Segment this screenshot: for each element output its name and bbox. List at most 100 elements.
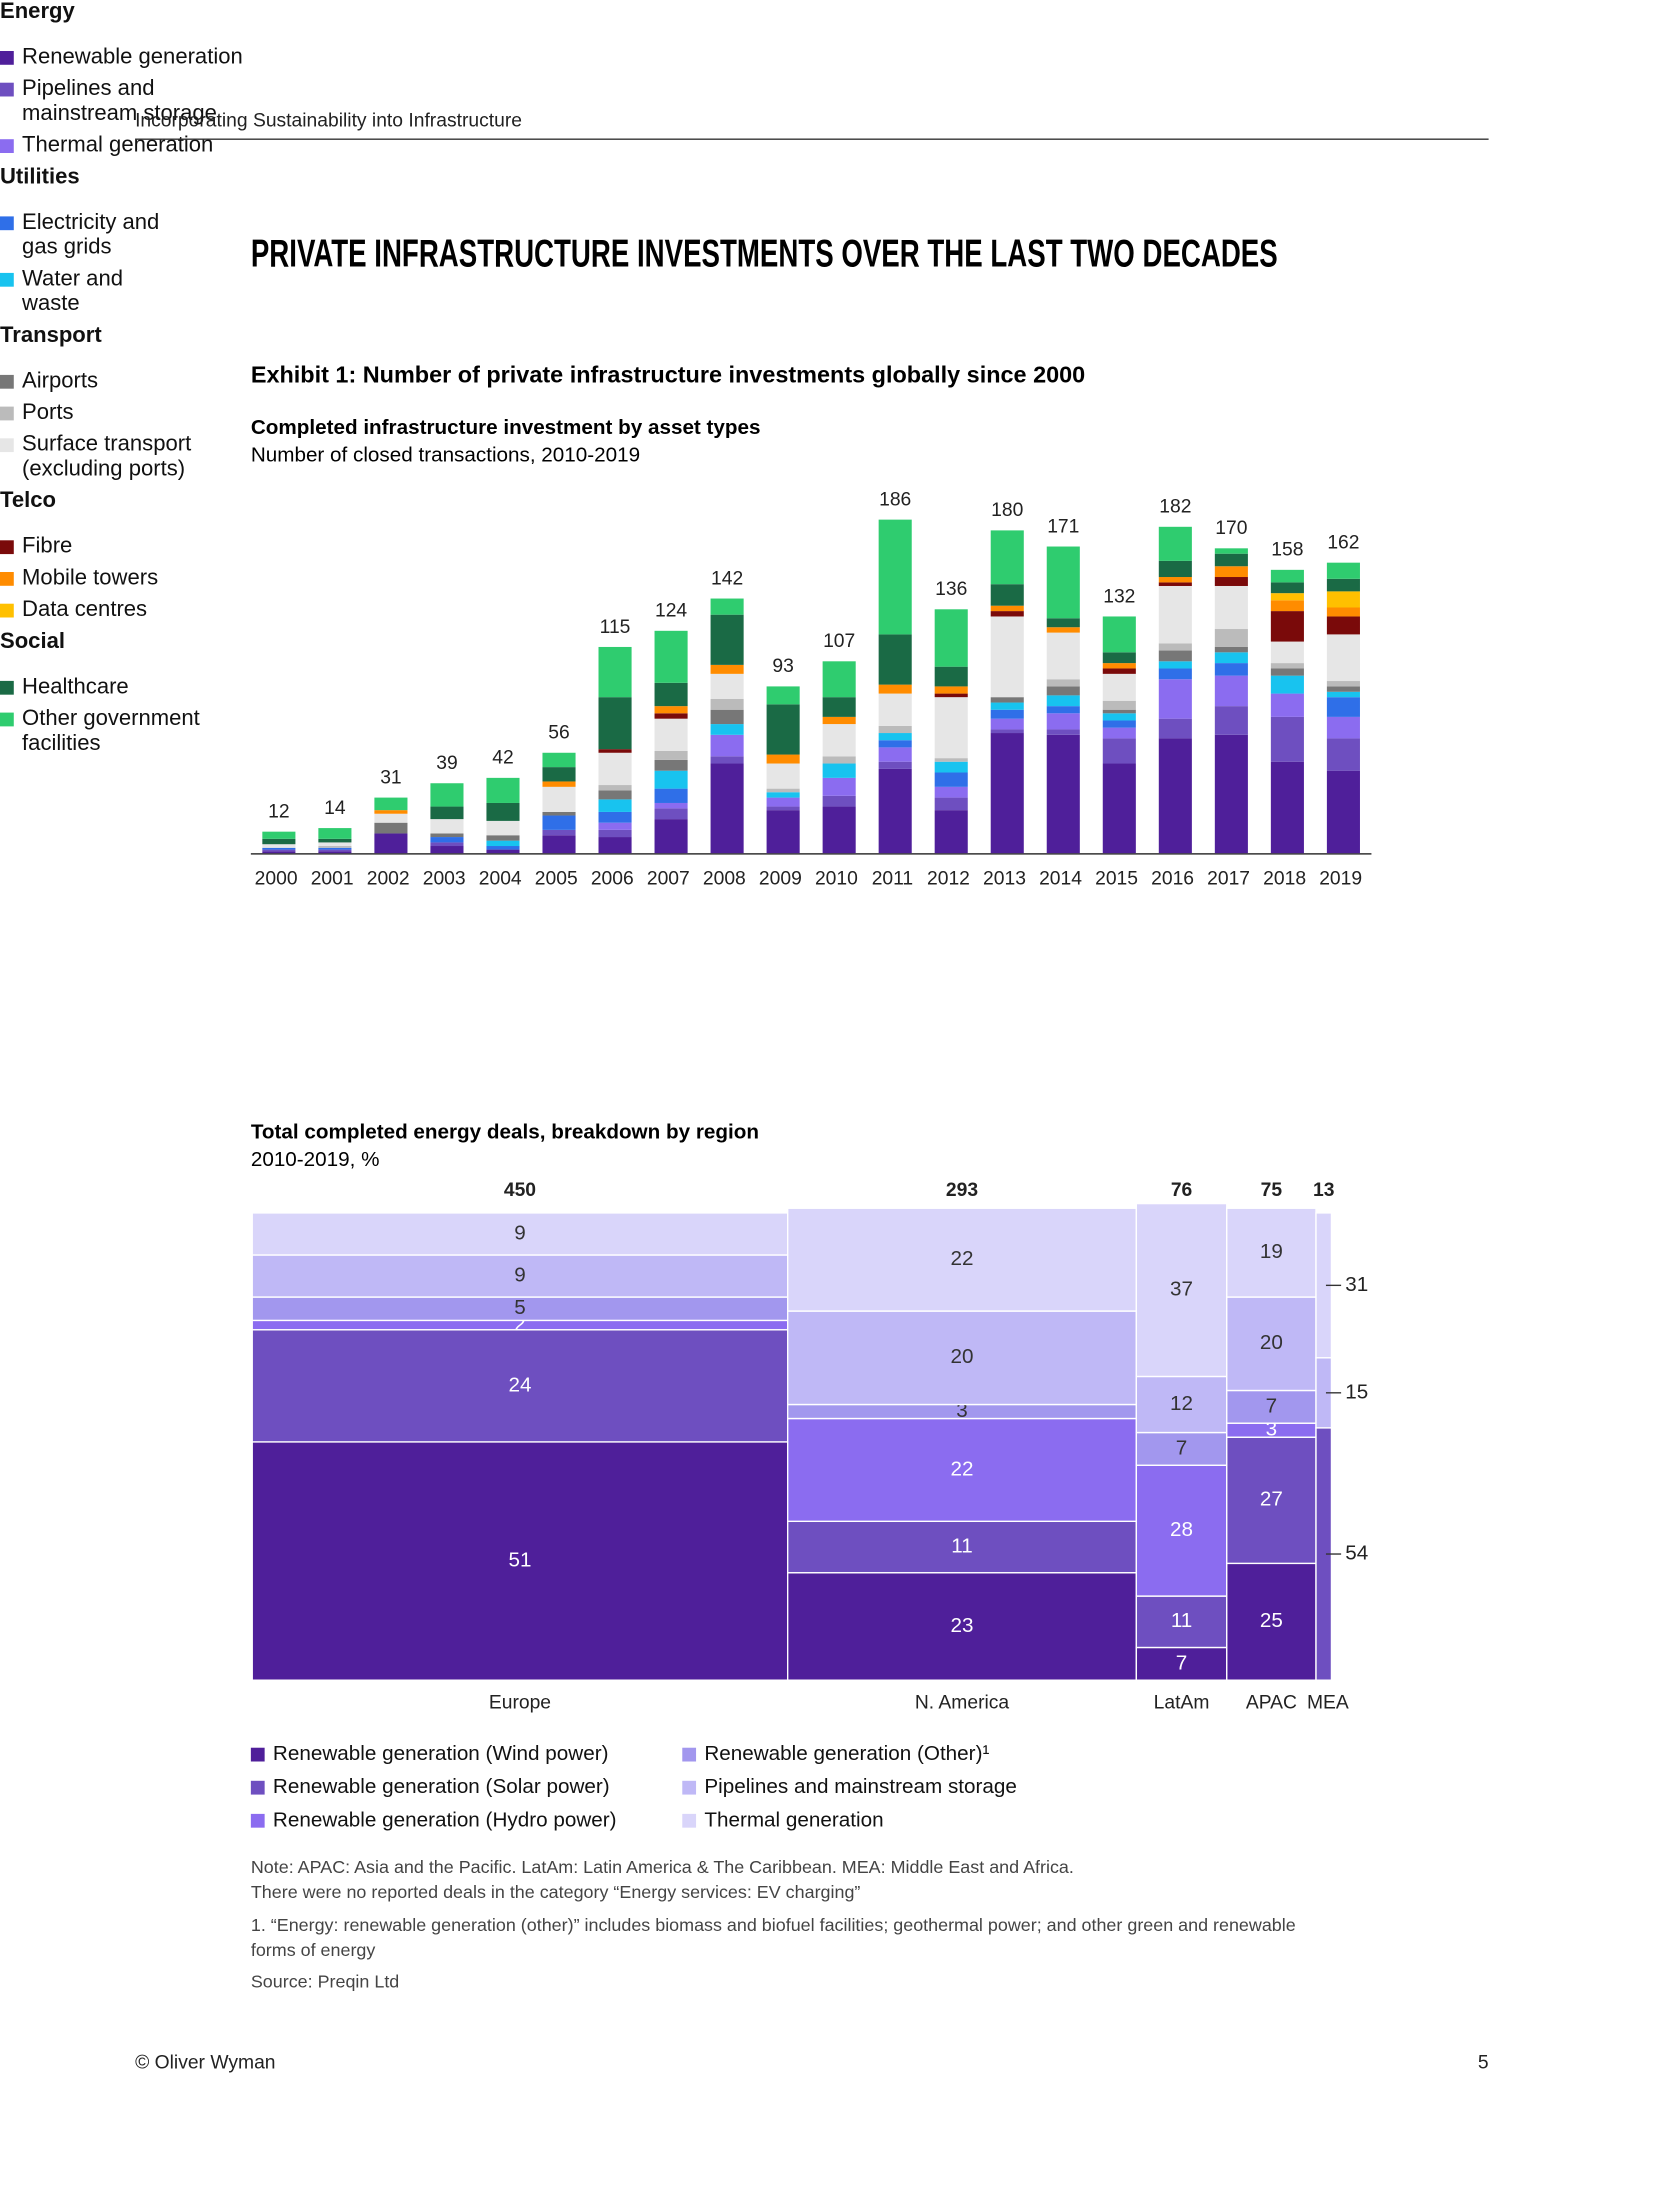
- bar-segment: [990, 584, 1024, 606]
- segment-label: 3: [956, 1399, 968, 1422]
- mekko-segment: [251, 1441, 789, 1681]
- bar-segment: [1326, 770, 1360, 854]
- legend-swatch: [0, 272, 14, 287]
- bar-segment: [1214, 585, 1248, 630]
- column-total: 293: [946, 1180, 978, 1201]
- total-label: 180: [991, 500, 1023, 521]
- bar-segment: [1158, 585, 1192, 644]
- bar-segment: [1046, 713, 1080, 730]
- legend-label: Electricity and gas grids: [22, 210, 160, 260]
- bar-segment: [430, 806, 464, 820]
- bar-segment: [598, 799, 632, 812]
- bar-segment: [1102, 668, 1136, 674]
- legend-label: Renewable generation (Hydro power): [272, 1808, 617, 1832]
- legend-group-name: Transport: [0, 323, 102, 348]
- bar-segment: [934, 666, 968, 687]
- bar-segment: [822, 716, 856, 725]
- legend-item: Other government facilities: [0, 707, 1654, 757]
- bar-segment: [766, 810, 800, 854]
- column-label: Europe: [489, 1693, 551, 1714]
- bar-segment: [1214, 663, 1248, 676]
- mekko-segment: [1135, 1202, 1228, 1378]
- mekko-segment: [1135, 1375, 1228, 1434]
- total-label: 93: [772, 656, 793, 677]
- bar-segment: [430, 783, 464, 807]
- legend-label: Renewable generation (Solar power): [272, 1775, 610, 1799]
- footer-left: © Oliver Wyman: [135, 2052, 275, 2073]
- total-label: 115: [600, 617, 631, 638]
- legend-label: Airports: [22, 369, 99, 393]
- total-label: 182: [1159, 497, 1191, 518]
- legend-item: Renewable generation (Other)¹: [682, 1742, 989, 1767]
- bar-segment: [878, 768, 912, 854]
- bar-segment: [878, 684, 912, 694]
- bar-segment: [1158, 560, 1192, 578]
- bar-segment: [1214, 553, 1248, 567]
- segment-label: 12: [1170, 1392, 1193, 1415]
- bar-segment: [542, 781, 576, 787]
- x-tick-label: 2012: [927, 868, 970, 889]
- bar-segment: [878, 733, 912, 741]
- bar-segment: [1102, 713, 1136, 721]
- segment-label: 3: [1266, 1418, 1278, 1441]
- bar-segment: [1046, 729, 1080, 735]
- note-text: Note: APAC: Asia and the Pacific. LatAm:…: [250, 1856, 1074, 1878]
- legend-item: Fibre: [0, 535, 1654, 560]
- x-tick-label: 2019: [1319, 868, 1362, 889]
- bar-segment: [1214, 646, 1248, 653]
- bar-segment: [1326, 616, 1360, 635]
- mekko-segment: [1226, 1436, 1317, 1565]
- bar-segment: [374, 813, 408, 823]
- bar-segment: [1046, 734, 1080, 854]
- x-tick-label: 2007: [647, 868, 690, 889]
- mekko-segment: [1226, 1207, 1317, 1298]
- bar-segment: [374, 833, 408, 854]
- segment-label: 54: [1345, 1541, 1368, 1564]
- segment-label: 9: [514, 1221, 526, 1244]
- bar-segment: [542, 786, 576, 812]
- bar-segment: [1326, 634, 1360, 682]
- segment-label: 24: [508, 1373, 531, 1396]
- column-total: 450: [504, 1180, 536, 1201]
- legend-item: Thermal generation: [682, 1808, 884, 1833]
- bar-segment: [710, 724, 744, 735]
- bar-segment: [766, 686, 800, 705]
- column-total: 13: [1313, 1180, 1335, 1201]
- chart-subtitle: Number of closed transactions, 2010-2019: [251, 444, 640, 467]
- legend-item: Data centres: [0, 598, 1654, 623]
- segment-label: 51: [508, 1548, 531, 1571]
- bar-segment: [934, 697, 968, 759]
- mekko-segment: [1226, 1296, 1317, 1392]
- mekko-segment: [251, 1329, 789, 1443]
- legend-swatch: [250, 1780, 265, 1795]
- bar-segment: [262, 847, 296, 850]
- x-tick-label: 2017: [1207, 868, 1250, 889]
- bar-segment: [598, 811, 632, 823]
- x-tick-label: 2009: [759, 868, 802, 889]
- legend-swatch: [0, 712, 14, 727]
- bar-segment: [654, 808, 688, 820]
- bar-segment: [1158, 679, 1192, 719]
- bar-segment: [1326, 578, 1360, 592]
- legend-swatch: [250, 1747, 265, 1762]
- bar-segment: [1158, 577, 1192, 583]
- bar-segment: [262, 849, 296, 852]
- bar-segment: [766, 792, 800, 798]
- column-label: MEA: [1307, 1693, 1349, 1714]
- bar-segment: [654, 713, 688, 719]
- segment-label: 19: [1260, 1240, 1283, 1263]
- bar-segment: [822, 777, 856, 796]
- legend-item: Ports: [0, 401, 1654, 426]
- legend-item: Healthcare: [0, 675, 1654, 700]
- chart-title: Completed infrastructure investment by a…: [251, 416, 761, 439]
- chart-subtitle: 2010-2019, %: [251, 1148, 380, 1171]
- bar-segment: [374, 810, 408, 814]
- total-label: 171: [1047, 516, 1079, 537]
- legend-swatch: [0, 540, 14, 555]
- bar-segment: [654, 788, 688, 803]
- legend-swatch: [682, 1747, 697, 1762]
- page-number: 5: [1478, 2052, 1489, 2073]
- bar-segment: [1270, 693, 1304, 717]
